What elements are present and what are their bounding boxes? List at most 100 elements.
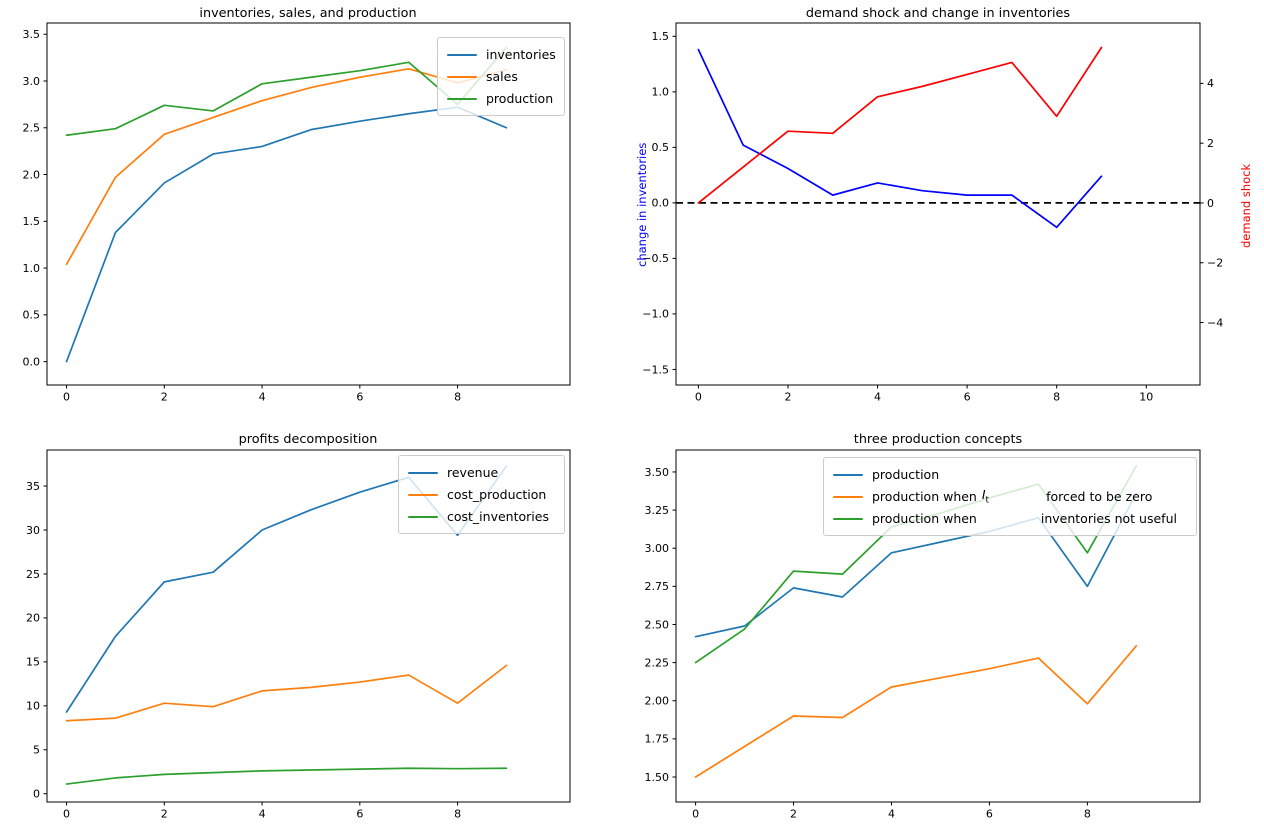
legend-label: inventories (486, 46, 556, 62)
legend-label: cost_production (447, 486, 547, 502)
y-tick-label: 1.75 (645, 733, 670, 746)
y-tick-label: 2.00 (645, 695, 670, 708)
chart-title: profits decomposition (239, 432, 378, 447)
y-tick-label: −0.5 (642, 252, 669, 265)
x-tick-label: 6 (356, 391, 363, 404)
legend-item: production when inventories not useful (833, 508, 1187, 530)
y-tick-label: 1.5 (652, 30, 670, 43)
y-tick-label-right: −4 (1207, 316, 1223, 329)
y-tick-label: 3.25 (645, 504, 670, 517)
y-tick-label: 20 (26, 612, 40, 625)
legend-inventories-sales-production: inventories sales production (437, 37, 565, 116)
legend-label: cost_inventories (447, 508, 549, 524)
y-tick-label: −1.0 (642, 308, 669, 321)
x-tick-label: 8 (1084, 808, 1091, 821)
axes-frame (675, 449, 1201, 803)
legend-line-swatch (408, 471, 438, 475)
y-tick-label: −1.5 (642, 363, 669, 376)
y-tick-label: 0 (33, 788, 40, 801)
math-I-sub-t: It (981, 486, 990, 506)
chart-title: demand shock and change in inventories (806, 6, 1071, 21)
y-tick-label: 35 (26, 480, 40, 493)
x-tick-label: 4 (888, 808, 895, 821)
y-tick-label-right: 0 (1207, 197, 1214, 210)
x-tick-label: 4 (874, 391, 881, 404)
legend-line-swatch (447, 97, 477, 101)
chart-demand-shock-change-in-inventories: demand shock and change in inventories 0… (642, 6, 1223, 404)
chart-inventories-sales-production: inventories, sales, and production 0 2 4 6 8… (23, 6, 571, 404)
x-tick-label: 0 (63, 808, 70, 821)
x-tick-label: 8 (1053, 391, 1060, 404)
axes-frame (46, 449, 571, 803)
x-tick-label: 2 (161, 808, 168, 821)
x-tick-label: 2 (790, 808, 797, 821)
legend-line-swatch (833, 473, 863, 477)
x-tick-label: 4 (259, 391, 266, 404)
y-tick-label-right: −2 (1207, 257, 1223, 270)
x-tick-label: 6 (986, 808, 993, 821)
y-tick-label: 2.25 (645, 656, 670, 669)
y-axis-label-demand-shock: demand shock (1239, 163, 1253, 249)
legend-label: revenue (447, 464, 499, 480)
legend-item: production when It forced to be zero (833, 486, 1187, 508)
legend-label: production (486, 90, 554, 106)
legend-line-swatch (408, 493, 438, 497)
y-tick-label: 0.5 (23, 309, 41, 322)
x-tick-label: 0 (692, 808, 699, 821)
legend-label: sales (486, 68, 518, 84)
y-tick-label: 5 (33, 744, 40, 757)
axes-frame (675, 22, 1201, 386)
legend-line-swatch (408, 515, 438, 519)
chart-three-production-concepts: three production concepts 0 2 4 6 8 1.50 1.75 2… (645, 432, 1201, 821)
y-axis-label-change-in-inventories: change in inventories (635, 142, 649, 268)
plot-area: 0 2 4 6 8 10 −1.5 −1.0 −0.5 0.0 0.5 1.0 1.5 −4 −2 0 2 4 (642, 22, 1223, 404)
y-tick-label: 0.0 (652, 197, 670, 210)
legend-label: forced to be zero (1046, 488, 1153, 504)
y-tick-label: 3.50 (645, 466, 670, 479)
legend-item: cost_inventories (408, 506, 555, 528)
legend-item: sales (447, 66, 555, 88)
y-tick-label: 0.5 (652, 141, 670, 154)
series-line-inventories (65, 106, 508, 363)
legend-label: inventories not useful (1040, 510, 1177, 526)
x-tick-label: 6 (964, 391, 971, 404)
y-tick-label: 15 (26, 656, 40, 669)
legend-label: production when (872, 488, 977, 504)
legend-label: production when (872, 510, 977, 526)
legend-item: revenue (408, 462, 555, 484)
y-tick-label: 3.0 (23, 75, 41, 88)
y-tick-label-right: 2 (1207, 137, 1214, 150)
x-tick-label: 6 (356, 808, 363, 821)
legend-item: inventories (447, 44, 556, 66)
series-line-production-when-i-t-forced-to-be-zero (694, 644, 1138, 778)
legend-item: production (833, 464, 1187, 486)
chart-title: three production concepts (854, 432, 1023, 447)
x-tick-label: 2 (161, 391, 168, 404)
x-tick-label: 0 (63, 391, 70, 404)
plot-area: 0 2 4 6 8 0.0 0.5 1.0 1.5 2.0 2.5 3.0 3.5 (23, 22, 571, 404)
x-tick-label: 0 (695, 391, 702, 404)
legend-line-swatch (833, 495, 863, 499)
x-tick-label: 4 (259, 808, 266, 821)
series-line-cost-inventories (65, 767, 508, 785)
chart-title: inventories, sales, and production (199, 6, 416, 21)
series-line-demand-shock (697, 46, 1103, 204)
y-tick-label: 1.0 (23, 262, 41, 275)
y-tick-label: 3.5 (23, 28, 41, 41)
legend-three-production-concepts: production production when It forced to … (823, 457, 1197, 536)
y-tick-label: 1.0 (652, 86, 670, 99)
legend-item: production (447, 88, 555, 110)
y-tick-label: 30 (26, 524, 40, 537)
series-line-production (65, 46, 508, 137)
legend-line-swatch (447, 53, 477, 57)
y-tick-label: 0.0 (23, 355, 41, 368)
y-tick-label: 25 (26, 568, 40, 581)
legend-item: cost_production (408, 484, 555, 506)
y-tick-label: 1.5 (23, 215, 41, 228)
y-tick-label: 2.5 (23, 122, 41, 135)
x-tick-label: 8 (454, 391, 461, 404)
x-tick-label: 10 (1139, 391, 1153, 404)
y-tick-label-right: 4 (1207, 77, 1214, 90)
y-tick-label: 2.0 (23, 168, 41, 181)
